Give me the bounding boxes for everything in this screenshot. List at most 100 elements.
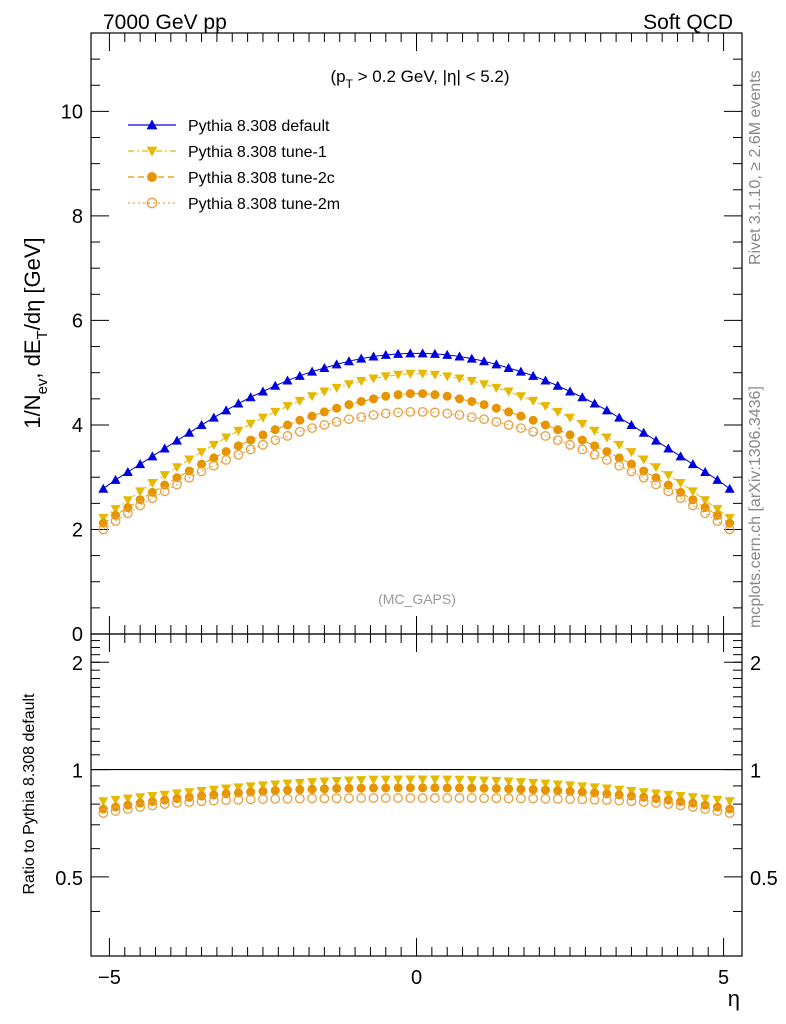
- main-data-point: [294, 370, 305, 380]
- ratio-data-point: [172, 798, 182, 808]
- ylabel-part-2: ev: [34, 378, 51, 394]
- main-data-point: [651, 435, 662, 445]
- ratio-data-point: [270, 786, 280, 796]
- ratio-data-point: [700, 804, 711, 814]
- rivet-label: Rivet 3.1.10, ≥ 2.6M events: [747, 70, 764, 265]
- main-data-point: [466, 353, 477, 363]
- ratio-data-point: [430, 783, 440, 793]
- header-right-label: Soft QCD: [643, 11, 733, 34]
- main-data-point: [258, 430, 268, 440]
- ratio-data-point: [282, 779, 293, 789]
- main-data-point: [663, 486, 674, 497]
- ratio-data-point: [528, 778, 539, 788]
- main-data-point: [614, 460, 625, 471]
- main-data-point: [577, 392, 588, 402]
- main-data-point: [626, 419, 637, 429]
- main-data-point: [208, 412, 219, 422]
- main-data-point: [196, 448, 207, 458]
- ratio-data-point: [504, 784, 514, 794]
- main-data-point: [122, 496, 133, 506]
- main-data-point: [184, 472, 195, 483]
- main-data-point: [675, 451, 686, 461]
- ratio-data-point: [196, 796, 207, 807]
- ratio-data-point: [651, 789, 662, 799]
- ratio-series-1: [98, 783, 735, 814]
- ratio-y-tick-label-right: 1: [750, 761, 761, 783]
- source-label: mcplots.cern.ch [arXiv:1306.3436]: [747, 386, 764, 628]
- legend-label: Pythia 8.308 default: [188, 118, 330, 135]
- main-data-point: [651, 463, 662, 473]
- main-data-point: [196, 419, 207, 429]
- ratio-data-point: [110, 806, 121, 816]
- main-data-point: [147, 493, 158, 504]
- main-data-point: [356, 377, 367, 387]
- ratio-data-point: [159, 799, 170, 810]
- main-data-point: [368, 374, 379, 384]
- ratio-data-point: [122, 804, 133, 814]
- legend-label: Pythia 8.308 tune-2c: [188, 170, 335, 187]
- ratio-data-point: [307, 778, 318, 788]
- main-data-point: [405, 406, 416, 417]
- main-data-point: [565, 430, 575, 440]
- ratio-data-point: [221, 795, 232, 806]
- legend-marker: [146, 197, 158, 209]
- main-data-point: [442, 372, 453, 382]
- main-data-point: [430, 407, 440, 418]
- ratio-data-point: [356, 776, 367, 786]
- main-series-line: [102, 352, 731, 490]
- ratio-data-point: [589, 783, 600, 793]
- main-data-point: [246, 435, 256, 445]
- ratio-data-point: [479, 776, 490, 786]
- ratio-data-point: [159, 790, 170, 800]
- ratio-data-point: [344, 793, 354, 804]
- main-data-point: [626, 448, 637, 458]
- main-data-point: [294, 426, 305, 437]
- main-data-point: [479, 356, 490, 366]
- main-data-point: [233, 449, 244, 460]
- ratio-data-point: [135, 793, 146, 803]
- ratio-data-point: [405, 783, 415, 793]
- main-data-point: [393, 407, 403, 418]
- main-data-point: [700, 508, 711, 519]
- ratio-axis-ticks: 0.5 0.5 1 1 2 2 −5 0 5: [55, 634, 778, 989]
- ratio-data-point: [700, 794, 711, 804]
- ratio-data-point: [467, 783, 477, 793]
- main-data-point: [184, 455, 195, 465]
- ratio-data-point: [675, 792, 686, 802]
- main-data-point: [159, 443, 170, 453]
- ratio-data-point: [368, 793, 379, 803]
- main-data-point: [356, 353, 367, 363]
- ratio-data-point: [393, 775, 404, 785]
- ratio-data-point: [393, 783, 403, 793]
- main-data-point: [245, 419, 256, 429]
- main-y-tick-label: 4: [72, 415, 83, 437]
- ratio-data-point: [466, 776, 477, 786]
- ratio-data-point: [491, 793, 502, 804]
- ratio-data-point: [466, 793, 477, 803]
- legend-marker: [146, 119, 158, 130]
- main-data-point: [712, 505, 723, 515]
- main-data-point: [565, 413, 576, 423]
- ratio-data-point: [122, 794, 133, 804]
- ratio-data-point: [171, 789, 182, 799]
- ratio-data-point: [553, 786, 563, 796]
- main-data-point: [552, 435, 563, 446]
- main-data-point: [663, 443, 674, 453]
- ratio-data-point: [417, 793, 428, 803]
- main-data-point: [331, 416, 342, 427]
- ratio-data-point: [565, 781, 576, 791]
- main-data-point: [429, 370, 440, 380]
- ratio-data-point: [282, 793, 293, 804]
- ratio-data-point: [319, 784, 329, 794]
- main-data-point: [197, 459, 207, 469]
- ratio-data-point: [418, 783, 428, 793]
- main-data-point: [565, 439, 575, 450]
- main-data-point: [110, 516, 121, 527]
- main-data-point: [479, 400, 489, 410]
- main-data-point: [712, 516, 723, 527]
- main-data-point: [245, 392, 256, 402]
- main-data-point: [589, 398, 600, 408]
- main-data-point: [638, 427, 649, 437]
- ratio-data-point: [380, 775, 391, 785]
- main-data-point: [614, 440, 625, 450]
